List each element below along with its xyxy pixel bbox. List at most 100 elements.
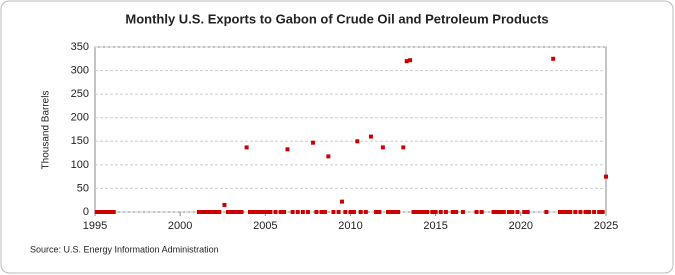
marker [558, 210, 563, 214]
marker [573, 210, 578, 214]
marker [326, 154, 331, 159]
marker [385, 210, 390, 214]
x-tick-label: 2010 [338, 220, 362, 232]
y-tick-label: 50 [77, 182, 89, 194]
marker [111, 210, 116, 214]
marker [358, 210, 363, 214]
x-tick-label: 2020 [509, 220, 533, 232]
marker [225, 210, 230, 214]
marker [348, 210, 353, 214]
marker [515, 210, 520, 214]
marker [501, 210, 506, 214]
marker [396, 210, 401, 214]
marker [389, 210, 394, 214]
marker [408, 58, 413, 63]
marker [261, 210, 266, 214]
marker [196, 210, 201, 214]
marker [510, 210, 515, 214]
marker [380, 145, 385, 150]
chart-title: Monthly U.S. Exports to Gabon of Crude O… [125, 11, 548, 26]
marker [213, 210, 218, 214]
marker [411, 210, 416, 214]
marker [222, 202, 227, 207]
marker [404, 59, 409, 64]
x-tick-label: 1995 [83, 220, 107, 232]
marker [474, 210, 479, 214]
marker [282, 210, 287, 214]
marker [210, 210, 215, 214]
marker [322, 210, 327, 214]
marker [278, 210, 283, 214]
y-tick-label: 150 [71, 135, 89, 147]
x-tick-label: 2025 [594, 220, 618, 232]
marker [522, 210, 527, 214]
marker [454, 210, 459, 214]
marker [368, 134, 373, 139]
marker [98, 210, 103, 214]
marker [239, 210, 244, 214]
marker [300, 210, 305, 214]
marker [351, 210, 356, 214]
marker [564, 210, 569, 214]
marker [101, 210, 106, 214]
marker [374, 210, 379, 214]
x-tick-label: 2015 [423, 220, 447, 232]
marker [604, 174, 608, 179]
marker [339, 199, 344, 204]
marker [232, 210, 237, 214]
marker [418, 210, 423, 214]
marker [104, 210, 109, 214]
marker [108, 210, 113, 214]
marker [433, 210, 438, 214]
marker [430, 210, 435, 214]
y-tick-label: 100 [71, 159, 89, 171]
marker [460, 210, 465, 214]
marker [305, 210, 310, 214]
marker [251, 210, 256, 214]
marker [425, 210, 430, 214]
y-tick-label: 350 [71, 41, 89, 53]
y-tick-label: 200 [71, 112, 89, 124]
source: Source: U.S. Energy Information Administ… [30, 244, 219, 254]
marker [314, 210, 319, 214]
x-tick-label: 2005 [253, 220, 277, 232]
marker [498, 210, 503, 214]
marker [450, 210, 455, 214]
marker [506, 210, 511, 214]
marker [217, 210, 222, 214]
marker [494, 210, 499, 214]
marker [392, 210, 397, 214]
marker [290, 210, 295, 214]
marker [273, 210, 278, 214]
marker [265, 210, 270, 214]
y-axis-label: Thousand Barrels [41, 91, 52, 170]
marker [600, 210, 605, 214]
y-tick-label: 250 [71, 88, 89, 100]
marker [248, 210, 253, 214]
marker [319, 210, 324, 214]
marker [203, 210, 208, 214]
marker [544, 210, 549, 214]
marker [443, 210, 448, 214]
marker [377, 210, 382, 214]
marker [586, 210, 591, 214]
marker [258, 210, 263, 214]
y-tick-label: 300 [71, 64, 89, 76]
marker [421, 210, 426, 214]
y-tick-label: 0 [83, 206, 89, 218]
marker [583, 210, 588, 214]
marker [597, 210, 602, 214]
marker [525, 210, 530, 214]
marker [244, 145, 249, 150]
marker [561, 210, 566, 214]
marker [491, 210, 496, 214]
x-tick-label: 2000 [168, 220, 192, 232]
marker [343, 210, 348, 214]
marker [200, 210, 205, 214]
marker [94, 210, 99, 214]
marker [568, 210, 573, 214]
marker [414, 210, 419, 214]
marker [229, 210, 234, 214]
